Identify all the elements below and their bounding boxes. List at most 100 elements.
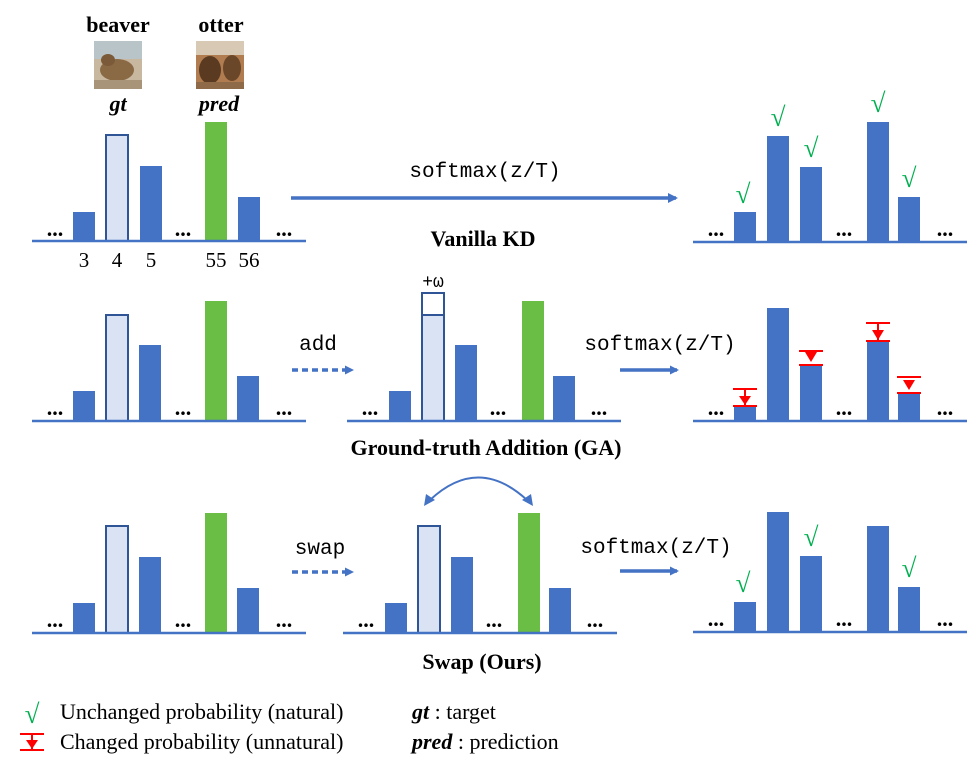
bar [73, 603, 95, 633]
bar [898, 393, 920, 421]
add-label: add [299, 334, 337, 357]
check-icon: √ [804, 522, 819, 552]
bar [451, 557, 473, 633]
index-label: 5 [146, 248, 157, 272]
bar [867, 526, 889, 632]
index-label: 4 [112, 248, 123, 272]
ellipsis: ... [587, 607, 604, 632]
bar-class-56 [238, 197, 260, 241]
bar-gt-boosted [421, 314, 445, 422]
vanilla-softmax-label: softmax(z/T) [409, 161, 560, 184]
changed-marker-icon [799, 350, 823, 366]
bar [73, 391, 95, 421]
bar [139, 557, 161, 633]
bar [767, 308, 789, 421]
ellipsis: ... [47, 395, 64, 420]
legend-gt-key: gt [411, 699, 430, 724]
bar [734, 212, 756, 242]
bar [800, 556, 822, 632]
ellipsis: ... [276, 607, 293, 632]
bar [455, 345, 477, 421]
bar-class-4-gt [105, 134, 129, 242]
bar-pred-swapped [518, 513, 540, 633]
bar [389, 391, 411, 421]
bar-class-5 [140, 166, 162, 241]
check-icon: √ [736, 179, 751, 209]
legend-pred-row: pred : prediction [410, 729, 559, 754]
legend-unchanged-text: Unchanged probability (natural) [60, 699, 343, 724]
legend-pred-desc: : prediction [452, 729, 558, 754]
ellipsis: ... [708, 216, 725, 241]
ellipsis: ... [276, 216, 293, 241]
ellipsis: ... [937, 395, 954, 420]
bar [767, 136, 789, 242]
ellipsis: ... [836, 606, 853, 631]
ellipsis: ... [175, 607, 192, 632]
bar [734, 406, 756, 421]
ellipsis: ... [362, 395, 379, 420]
bar-pred [205, 513, 227, 633]
ellipsis: ... [47, 607, 64, 632]
check-icon: √ [871, 88, 886, 118]
ga-modified-chart: ... ... ... +ω [347, 273, 621, 423]
ga-title: Ground-truth Addition (GA) [351, 435, 622, 460]
ga-student-chart: ... ... ... [693, 308, 967, 423]
bar [553, 376, 575, 421]
swap-double-arrow-icon [429, 476, 528, 501]
ellipsis: ... [591, 395, 608, 420]
bar [237, 588, 259, 633]
legend-gt-desc: : target [429, 699, 496, 724]
swap-modified-chart: ... ... ... [343, 476, 617, 635]
bar-gt [105, 525, 129, 634]
bar-gt [105, 314, 129, 422]
swap-label: swap [295, 538, 345, 561]
bar [800, 365, 822, 421]
vanilla-student-chart: ... ... ... √ √ √ √ √ [693, 88, 967, 244]
ellipsis: ... [47, 216, 64, 241]
ellipsis: ... [276, 395, 293, 420]
index-label: 3 [79, 248, 90, 272]
ellipsis: ... [486, 607, 503, 632]
pred-class-name: otter [198, 12, 243, 37]
ellipsis: ... [358, 607, 375, 632]
beaver-photo-icon [94, 41, 142, 89]
bar [898, 587, 920, 632]
changed-marker-icon [866, 322, 890, 342]
ellipsis: ... [490, 395, 507, 420]
ellipsis: ... [937, 216, 954, 241]
vanilla-teacher-chart: ... ... ... [32, 122, 306, 243]
bar [139, 345, 161, 421]
bar-pred [205, 301, 227, 421]
gt-class-name: beaver [86, 12, 150, 37]
index-label: 55 [206, 248, 227, 272]
bar [734, 602, 756, 632]
bar [867, 122, 889, 242]
swap-softmax-label: softmax(z/T) [580, 537, 731, 560]
check-icon: √ [25, 699, 40, 729]
bar [385, 603, 407, 633]
ga-softmax-label: softmax(z/T) [584, 334, 735, 357]
pred-label: pred [197, 91, 240, 116]
omega-label: +ω [422, 273, 444, 293]
bar [800, 167, 822, 242]
swap-teacher-chart: ... ... ... [32, 513, 306, 635]
legend: √ Unchanged probability (natural) Change… [20, 699, 559, 754]
check-icon: √ [902, 553, 917, 583]
bar-class-3 [73, 212, 95, 241]
changed-marker-icon [733, 388, 757, 407]
check-icon: √ [736, 568, 751, 598]
ellipsis: ... [708, 395, 725, 420]
ellipsis: ... [175, 395, 192, 420]
otter-photo-icon [196, 41, 244, 89]
legend-changed-text: Changed probability (unnatural) [60, 729, 343, 754]
changed-marker-icon [897, 376, 921, 394]
ellipsis: ... [836, 216, 853, 241]
omega-increment-box [421, 292, 445, 316]
ga-teacher-chart: ... ... ... [32, 301, 306, 423]
ellipsis: ... [836, 395, 853, 420]
ellipsis: ... [175, 216, 192, 241]
bar-class-55-pred [205, 122, 227, 241]
legend-gt-row: gt : target [411, 699, 496, 724]
changed-marker-icon [20, 733, 44, 751]
